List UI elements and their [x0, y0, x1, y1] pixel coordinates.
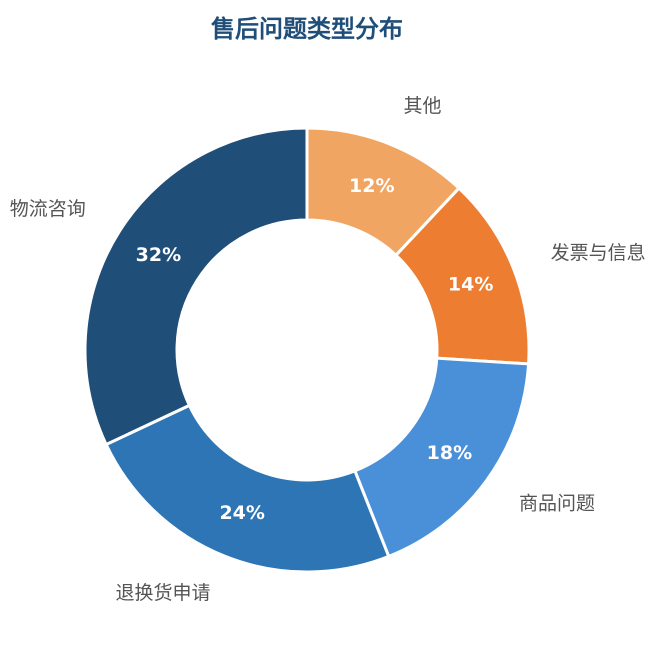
value-label: 32% — [136, 244, 181, 266]
donut-slice — [104, 403, 391, 574]
chart-title: 售后问题类型分布 — [211, 15, 403, 43]
category-label: 发票与信息 — [551, 242, 646, 264]
value-label: 24% — [219, 502, 264, 524]
donut-slice — [83, 126, 309, 447]
value-label: 12% — [349, 175, 394, 197]
category-label: 物流咨询 — [10, 198, 86, 220]
donut-slice — [352, 356, 531, 559]
value-label: 14% — [448, 274, 493, 296]
category-label: 其他 — [403, 95, 441, 117]
category-label: 商品问题 — [519, 492, 595, 514]
value-label: 18% — [427, 442, 472, 464]
category-label: 退换货申请 — [116, 582, 211, 604]
